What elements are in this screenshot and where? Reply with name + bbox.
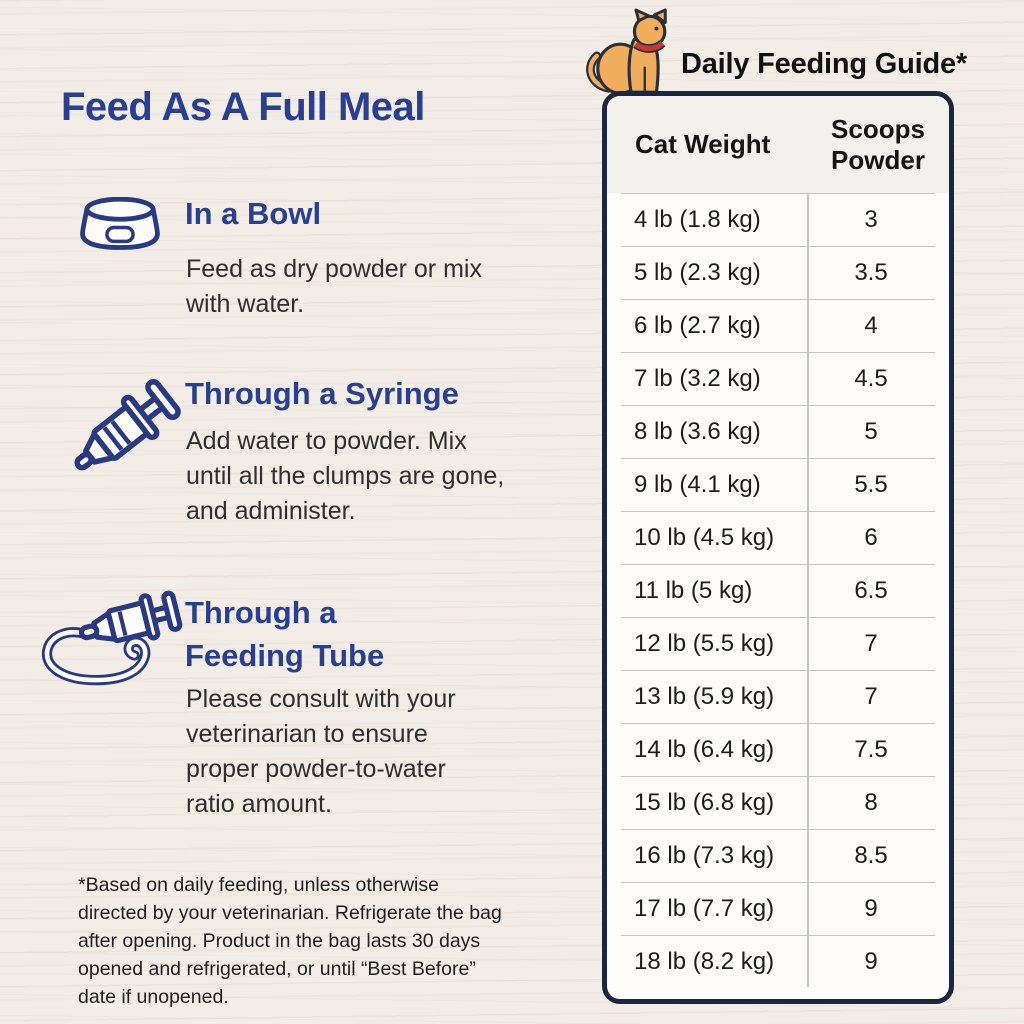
table-row: 7 lb (3.2 kg) 4.5 xyxy=(621,352,935,405)
table-row: 18 lb (8.2 kg) 9 xyxy=(621,935,935,988)
scoops-powder-cell: 6 xyxy=(864,524,878,551)
section-body-syringe: Add water to powder. Mix until all the c… xyxy=(186,427,505,525)
scoops-powder-cell: 5 xyxy=(864,418,878,445)
footnote-line: *Based on daily feeding, unless otherwis… xyxy=(78,874,439,896)
table-row: 15 lb (6.8 kg) 8 xyxy=(621,776,935,829)
table-row: 12 lb (5.5 kg) 7 xyxy=(621,617,935,670)
column-header-cat-weight: Cat Weight xyxy=(635,129,771,159)
section-body-feeding-tube: Please consult with your veterinarian to… xyxy=(186,685,456,818)
scoops-powder-cell: 6.5 xyxy=(854,577,888,604)
table-header-row: Cat Weight Scoops Powder xyxy=(607,96,949,193)
section-body-bowl: Feed as dry powder or mix with water. xyxy=(186,255,482,318)
table-row: 5 lb (2.3 kg) 3.5 xyxy=(621,246,935,299)
table-row: 6 lb (2.7 kg) 4 xyxy=(621,299,935,352)
cat-weight-cell: 16 lb (7.3 kg) xyxy=(634,842,775,869)
scoops-powder-cell: 8.5 xyxy=(854,842,888,869)
footnote-line: directed by your veterinarian. Refrigera… xyxy=(78,902,502,924)
table-row: 17 lb (7.7 kg) 9 xyxy=(621,882,935,935)
cat-weight-cell: 5 lb (2.3 kg) xyxy=(634,259,761,286)
scoops-powder-cell: 8 xyxy=(864,789,878,816)
feeding-guide-title: Daily Feeding Guide* xyxy=(681,48,968,80)
scoops-powder-cell: 7.5 xyxy=(854,736,888,763)
table-row: 8 lb (3.6 kg) 5 xyxy=(621,405,935,458)
column-divider xyxy=(807,96,809,987)
cat-weight-cell: 14 lb (6.4 kg) xyxy=(634,736,775,763)
cat-weight-cell: 17 lb (7.7 kg) xyxy=(634,895,775,922)
table-row: 9 lb (4.1 kg) 5.5 xyxy=(621,458,935,511)
section-heading-feeding-tube: Through a Feeding Tube xyxy=(185,595,385,673)
scoops-powder-cell: 5.5 xyxy=(854,471,888,498)
scoops-powder-cell: 7 xyxy=(864,630,878,657)
footnote-line: date if unopened. xyxy=(78,986,229,1008)
bowl-icon xyxy=(76,197,164,251)
cat-weight-cell: 18 lb (8.2 kg) xyxy=(634,948,775,975)
table-row: 16 lb (7.3 kg) 8.5 xyxy=(621,829,935,882)
cat-icon xyxy=(584,8,682,98)
cat-weight-cell: 8 lb (3.6 kg) xyxy=(634,418,761,445)
scoops-powder-cell: 9 xyxy=(864,895,878,922)
feeding-guide-table: Cat Weight Scoops Powder 4 lb (1.8 kg) 3… xyxy=(602,91,954,1004)
footnote-line: opened and refrigerated, or until “Best … xyxy=(78,958,476,980)
scoops-powder-cell: 7 xyxy=(864,683,878,710)
table-row: 4 lb (1.8 kg) 3 xyxy=(621,193,935,246)
table-row: 10 lb (4.5 kg) 6 xyxy=(621,511,935,564)
section-heading-syringe: Through a Syringe xyxy=(185,376,459,411)
page-title: Feed As A Full Meal xyxy=(61,85,425,129)
cat-weight-cell: 12 lb (5.5 kg) xyxy=(634,630,775,657)
table-row: 13 lb (5.9 kg) 7 xyxy=(621,670,935,723)
cat-weight-cell: 7 lb (3.2 kg) xyxy=(634,365,761,392)
footnote: *Based on daily feeding, unless otherwis… xyxy=(78,871,502,1011)
table-body: 4 lb (1.8 kg) 3 5 lb (2.3 kg) 3.5 6 lb (… xyxy=(607,193,949,988)
syringe-icon xyxy=(58,364,190,496)
cat-weight-cell: 13 lb (5.9 kg) xyxy=(634,683,775,710)
scoops-powder-cell: 4.5 xyxy=(854,365,888,392)
scoops-powder-cell: 3.5 xyxy=(854,259,888,286)
scoops-powder-cell: 3 xyxy=(864,206,878,233)
table-row: 14 lb (6.4 kg) 7.5 xyxy=(621,723,935,776)
section-heading-bowl: In a Bowl xyxy=(185,196,322,231)
column-header-scoops-powder: Scoops Powder xyxy=(831,113,925,175)
cat-weight-cell: 15 lb (6.8 kg) xyxy=(634,789,775,816)
table-row: 11 lb (5 kg) 6.5 xyxy=(621,564,935,617)
cat-weight-cell: 9 lb (4.1 kg) xyxy=(634,471,761,498)
cat-weight-cell: 11 lb (5 kg) xyxy=(634,577,753,604)
feeding-tube-icon xyxy=(36,582,190,694)
footnote-line: after opening. Product in the bag lasts … xyxy=(78,930,481,952)
scoops-powder-cell: 9 xyxy=(864,948,878,975)
cat-weight-cell: 10 lb (4.5 kg) xyxy=(634,524,775,551)
cat-weight-cell: 4 lb (1.8 kg) xyxy=(634,206,761,233)
scoops-powder-cell: 4 xyxy=(864,312,878,339)
cat-weight-cell: 6 lb (2.7 kg) xyxy=(634,312,761,339)
